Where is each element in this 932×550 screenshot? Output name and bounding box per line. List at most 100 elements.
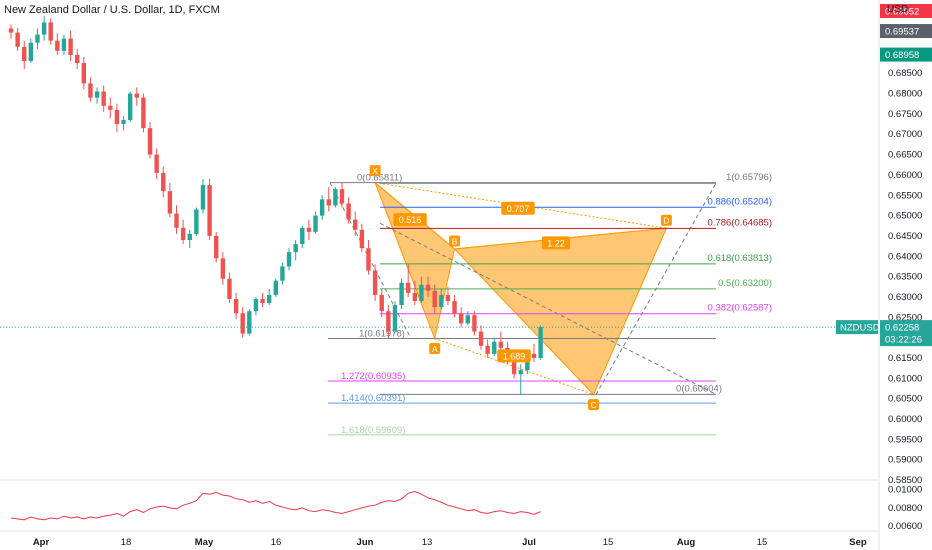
candle-body [346, 203, 351, 220]
fib-retrace-label: 0.786(0.64685) [708, 217, 772, 228]
price-tick-label: 0.60500 [888, 394, 922, 405]
fib-ext-label: 1.272(0.60935) [341, 371, 405, 382]
price-tick-label: 0.64000 [888, 251, 922, 262]
candle-body [538, 327, 543, 358]
candle-body [326, 199, 331, 206]
fib-retrace-label: 0.5(0.63200) [718, 278, 772, 289]
candle-body [379, 294, 384, 312]
pattern-xb-dotted [374, 182, 455, 250]
time-tick-label: Apr [33, 537, 50, 548]
price-tick-label: 0.61000 [888, 373, 922, 384]
candle-body [485, 345, 490, 354]
pattern-point-badge [588, 399, 600, 411]
candle-body [114, 109, 120, 125]
candle-body [372, 270, 378, 295]
candle-body [333, 189, 338, 206]
candle-body [359, 229, 365, 249]
candle-body [200, 185, 206, 210]
candle-body [432, 290, 437, 308]
pattern-point-label: X [372, 166, 378, 176]
chart-title: New Zealand Dollar / U.S. Dollar, 1D, FX… [4, 4, 220, 16]
price-badge-label: 0.69537 [885, 27, 919, 38]
pattern-point-label: A [432, 344, 438, 354]
candle-body [498, 341, 504, 348]
price-tick-label: 0.58500 [888, 475, 922, 486]
candle-body [465, 315, 470, 324]
candle-body [48, 22, 53, 41]
time-tick-label: May [195, 537, 214, 548]
candle-body [511, 360, 517, 375]
pattern-ratio-badge [501, 201, 535, 215]
current-price-value: 0.62258 [885, 323, 919, 334]
candle-body [472, 315, 477, 332]
candle-body [458, 313, 464, 324]
candle-body [207, 185, 212, 236]
time-tick-label: 16 [271, 537, 282, 548]
candle-body [121, 120, 126, 125]
pattern-point-label: D [663, 216, 669, 226]
candle-body [194, 209, 199, 234]
time-tick-label: 15 [603, 537, 614, 548]
symbol-badge [836, 320, 878, 335]
pattern-point-label: B [452, 236, 458, 246]
fib-retrace-label: 0.382(0.62587) [708, 303, 772, 314]
pattern-ratio-label: 1.689 [503, 351, 526, 361]
price-badge [880, 47, 932, 62]
candle-body [247, 311, 252, 334]
fib-ext-label: 1.618(0.59609) [341, 425, 405, 436]
time-tick-label: Sep [849, 537, 867, 548]
candle-body [240, 313, 245, 334]
price-tick-label: 0.66500 [888, 150, 922, 161]
candle-body [75, 54, 80, 64]
candle-body [518, 370, 523, 375]
candle-body [233, 298, 239, 314]
price-tick-label: 0.68000 [888, 89, 922, 100]
candle-body [61, 38, 67, 51]
candle-body [167, 191, 173, 214]
time-tick-label: 18 [121, 537, 132, 548]
candle-body [28, 42, 34, 62]
candle-body [180, 227, 186, 240]
candle-body [260, 298, 265, 304]
candle-body [386, 311, 391, 332]
candle-body [253, 298, 259, 312]
time-tick-label: Jul [522, 537, 536, 548]
price-tick-label: 0.67500 [888, 109, 922, 120]
pattern-bcd-triangle [453, 227, 668, 396]
bar-countdown: 03:22:26 [885, 335, 922, 346]
price-tick-label: 0.67000 [888, 129, 922, 140]
candle-body [81, 63, 87, 84]
candle-body [88, 83, 93, 98]
candle-body [55, 40, 60, 51]
candle-body [108, 105, 113, 110]
pattern-point-badge [429, 342, 441, 354]
candle-body [319, 199, 325, 216]
candle-body [220, 258, 226, 279]
candle-body [293, 244, 298, 253]
price-tick-label: 0.66000 [888, 170, 922, 181]
candle-body [227, 278, 232, 299]
candle-body [300, 227, 305, 245]
candle-body [174, 213, 179, 228]
candle-body [127, 93, 133, 120]
candle-body [492, 341, 497, 354]
candle-body [412, 292, 418, 302]
price-tick-label: 0.65500 [888, 190, 922, 201]
candle-body [101, 91, 106, 106]
candle-body [353, 219, 358, 230]
candle-body [313, 215, 318, 232]
time-tick-label: 13 [422, 537, 433, 548]
candle-body [306, 227, 312, 232]
pattern-point-badge [660, 214, 672, 226]
fib-ext-label: 1.414(0.60391) [341, 393, 405, 404]
price-tick-label: 0.62500 [888, 312, 922, 323]
price-tick-label: 0.60000 [888, 414, 922, 425]
candle-body [154, 154, 159, 173]
currency-label: USD [887, 4, 909, 15]
candle-body [266, 294, 272, 304]
candle-body [147, 128, 153, 155]
fib-retrace-label: 1(0.65796) [726, 172, 772, 183]
candle-body [425, 284, 431, 291]
fib-ext-label: 1(0.61978) [359, 329, 405, 340]
